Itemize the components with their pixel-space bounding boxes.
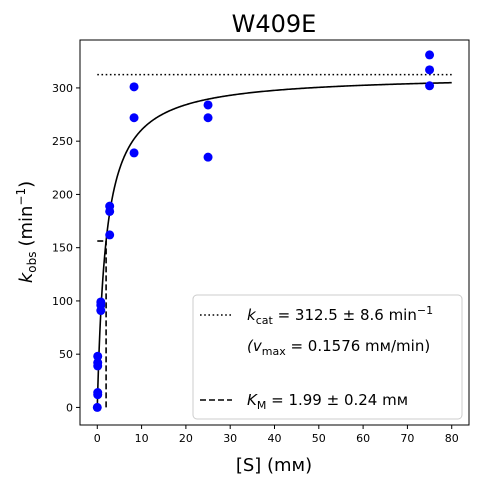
x-tick-label: 70 (400, 432, 414, 445)
data-point (425, 65, 435, 75)
chart-title: W409E (232, 10, 317, 38)
y-axis-title: kobs(min−1) (14, 181, 39, 283)
x-tick-label: 30 (223, 432, 237, 445)
y-tick-label: 250 (52, 135, 73, 148)
x-tick-label: 20 (179, 432, 193, 445)
x-axis: 0 10 20 30 40 50 60 70 80 (94, 425, 459, 445)
data-point (92, 402, 102, 412)
data-point (203, 100, 213, 110)
x-tick-label: 80 (445, 432, 459, 445)
legend-box (192, 294, 463, 420)
data-point (96, 297, 106, 307)
data-point (105, 201, 115, 211)
y-tick-label: 150 (52, 242, 73, 255)
x-tick-label: 10 (135, 432, 149, 445)
x-tick-label: 50 (312, 432, 326, 445)
y-tick-label: 50 (59, 348, 73, 361)
plot-area (92, 50, 452, 412)
data-point (93, 358, 103, 368)
legend-kcat-label: kcat = 312.5 ± 8.6 min−1 (247, 304, 433, 327)
data-point (93, 351, 103, 361)
y-tick-label: 0 (66, 401, 73, 414)
x-tick-label: 60 (356, 432, 370, 445)
data-point (129, 148, 139, 158)
data-point (93, 388, 103, 398)
data-point (203, 113, 213, 123)
data-point (425, 81, 435, 91)
data-point (105, 230, 115, 240)
x-axis-title: [S] (mм) (236, 455, 312, 476)
data-point (203, 152, 213, 162)
legend-vmax-label: (vmax = 0.1576 mм/min) (247, 337, 430, 358)
legend-km-label: KM = 1.99 ± 0.24 mм (247, 391, 408, 412)
x-tick-label: 40 (268, 432, 282, 445)
y-tick-label: 100 (52, 295, 73, 308)
y-axis: 0 50 100 150 200 250 300 (52, 82, 80, 414)
y-tick-label: 200 (52, 188, 73, 201)
x-tick-label: 0 (94, 432, 101, 445)
data-point (129, 113, 139, 123)
legend: kcat = 312.5 ± 8.6 min−1 (vmax = 0.1576 … (192, 294, 463, 420)
y-tick-label: 300 (52, 82, 73, 95)
data-point (425, 50, 435, 60)
data-point (129, 82, 139, 92)
